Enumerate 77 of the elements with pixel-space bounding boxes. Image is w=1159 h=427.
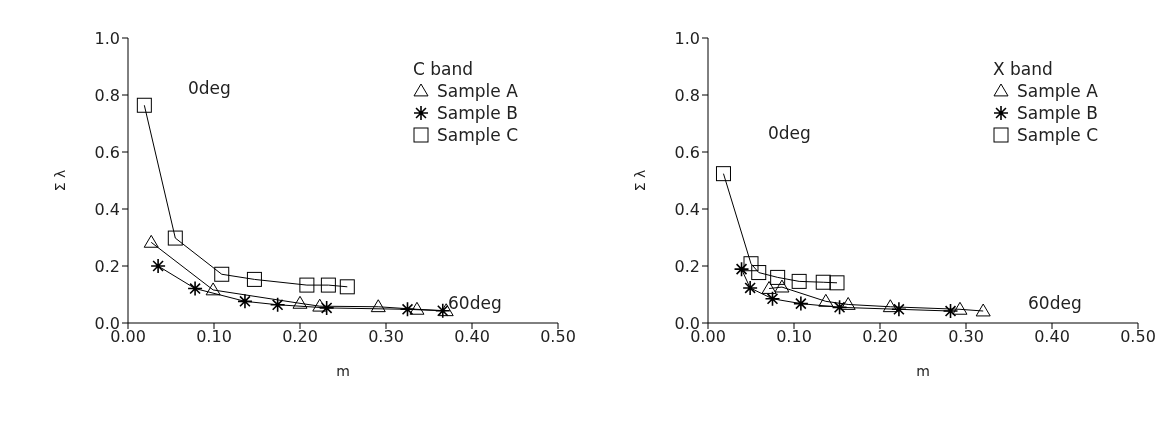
- y-tick-label: 0.2: [94, 256, 120, 276]
- y-tick-label: 0.6: [674, 142, 700, 162]
- point: [818, 293, 834, 307]
- point: [882, 299, 898, 313]
- point: [320, 277, 336, 293]
- point: [764, 290, 781, 307]
- point: [399, 301, 416, 318]
- legend-label: Sample A: [436, 80, 518, 102]
- point: [205, 282, 221, 296]
- x-tick-label: 0.10: [196, 327, 232, 347]
- legend-label: Sample A: [1016, 80, 1098, 102]
- point: [150, 258, 166, 274]
- legend-label: Sample C: [1016, 124, 1098, 146]
- point: [312, 298, 328, 312]
- point: [246, 271, 262, 287]
- y-tick-label: 0.8: [94, 85, 120, 105]
- point: [409, 301, 425, 315]
- point: [237, 293, 253, 310]
- point: [742, 280, 758, 296]
- point: [829, 275, 845, 291]
- point: [167, 230, 183, 246]
- point: [143, 234, 159, 248]
- x-tick-label: 0.40: [454, 327, 490, 347]
- y-axis-title: Σ λ: [51, 169, 68, 192]
- annotation: 60deg: [448, 293, 502, 313]
- point: [751, 265, 767, 281]
- y-tick-label: 0.8: [674, 85, 700, 105]
- point: [761, 281, 777, 294]
- point: [815, 274, 831, 290]
- point: [975, 303, 991, 317]
- point: [774, 279, 790, 293]
- x-axis-title: m: [916, 363, 930, 379]
- y-tick-label: 1.0: [94, 28, 120, 48]
- point: [299, 277, 315, 293]
- point: [292, 295, 308, 309]
- legend-label: Sample C: [436, 124, 518, 146]
- point: [791, 273, 807, 289]
- point: [370, 299, 386, 313]
- x-axis-title: m: [336, 363, 350, 379]
- y-tick-label: 0.2: [674, 256, 700, 276]
- annotation: 0deg: [768, 123, 811, 143]
- legend-title: C band: [412, 58, 475, 80]
- point: [831, 299, 848, 316]
- legend-title: X band: [992, 58, 1054, 80]
- y-axis-title: Σ λ: [631, 169, 648, 192]
- point: [339, 279, 355, 295]
- point: [733, 261, 750, 277]
- x-tick-label: 0.10: [776, 327, 812, 347]
- annotation: 0deg: [188, 78, 231, 98]
- point: [942, 303, 959, 319]
- x-tick-label: 0.30: [368, 327, 404, 347]
- point: [434, 302, 451, 319]
- point: [269, 296, 286, 313]
- y-tick-label: 0.6: [94, 142, 120, 162]
- legend-label: Sample B: [1016, 102, 1098, 124]
- x-tick-label: 0.50: [1120, 327, 1156, 347]
- point: [715, 166, 731, 182]
- legend-label: Sample B: [436, 102, 518, 124]
- point: [840, 296, 856, 310]
- point: [793, 295, 809, 312]
- y-tick-label: 0.4: [94, 199, 120, 219]
- point: [770, 269, 786, 285]
- x-tick-label: 0.30: [948, 327, 984, 347]
- point: [187, 280, 203, 297]
- annotation: 60deg: [1028, 293, 1082, 313]
- x-tick-label: 0.20: [862, 327, 898, 347]
- point: [318, 300, 335, 316]
- x-tick-label: 0.20: [282, 327, 318, 347]
- y-tick-label: 0.4: [674, 199, 700, 219]
- point: [952, 301, 968, 315]
- x-tick-label: 0.50: [540, 327, 576, 347]
- point: [136, 97, 152, 113]
- point: [743, 256, 759, 272]
- x-tick-label: 0.40: [1034, 327, 1070, 347]
- point: [891, 301, 907, 318]
- y-tick-label: 1.0: [674, 28, 700, 48]
- point: [214, 266, 230, 282]
